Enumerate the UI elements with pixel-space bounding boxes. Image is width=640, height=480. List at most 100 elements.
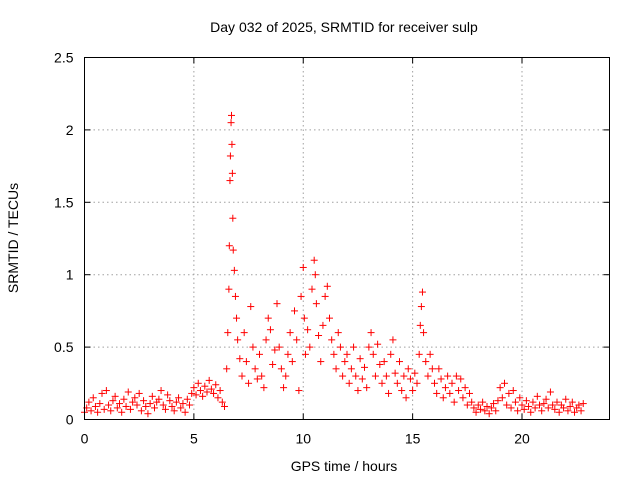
x-tick-label: 20: [514, 431, 530, 447]
data-point: [205, 376, 213, 384]
data-point: [301, 350, 309, 358]
points-layer: [81, 111, 587, 418]
data-point: [245, 379, 253, 387]
data-point: [253, 375, 261, 383]
data-point: [299, 263, 307, 271]
data-point: [387, 350, 395, 358]
data-point: [188, 389, 196, 397]
data-point: [231, 292, 239, 300]
data-point: [210, 389, 218, 397]
data-point: [311, 271, 319, 279]
data-point: [555, 408, 563, 416]
data-point: [234, 336, 242, 344]
data-point: [391, 369, 399, 377]
data-point: [144, 410, 152, 418]
data-point: [230, 266, 238, 274]
data-point: [323, 282, 331, 290]
grid-layer: [84, 57, 610, 420]
data-point: [380, 358, 388, 366]
data-point: [269, 360, 277, 368]
data-point: [350, 343, 358, 351]
data-point: [321, 292, 329, 300]
data-point: [332, 365, 340, 373]
data-point: [146, 400, 154, 408]
data-point: [420, 329, 428, 337]
data-point: [192, 391, 200, 399]
data-point: [126, 405, 134, 413]
data-point: [300, 314, 308, 322]
data-point: [223, 365, 231, 373]
data-point: [426, 350, 434, 358]
data-point: [485, 410, 493, 418]
data-point: [233, 314, 241, 322]
data-point: [256, 350, 263, 358]
data-point: [157, 387, 165, 395]
data-point: [540, 400, 548, 408]
data-point: [431, 379, 438, 387]
data-point: [116, 400, 123, 408]
data-point: [413, 379, 421, 387]
data-point: [142, 402, 150, 410]
x-tick-label: 0: [81, 431, 89, 447]
data-point: [109, 397, 117, 405]
data-point: [509, 387, 517, 395]
chart-title: Day 032 of 2025, SRMTID for receiver sul…: [210, 19, 478, 35]
data-point: [542, 395, 550, 403]
data-point: [262, 336, 270, 344]
data-point: [226, 152, 234, 160]
data-point: [341, 358, 349, 366]
data-point: [94, 408, 102, 416]
data-point: [328, 336, 336, 344]
data-point: [170, 407, 178, 415]
data-point: [374, 340, 382, 348]
data-point: [87, 407, 95, 415]
data-point: [571, 408, 578, 416]
data-point: [271, 346, 279, 354]
data-point: [183, 395, 191, 403]
data-point: [247, 303, 255, 311]
x-tick-label: 15: [405, 431, 421, 447]
data-point: [242, 358, 250, 366]
data-point: [402, 394, 410, 402]
data-point: [102, 387, 110, 395]
data-point: [225, 242, 233, 250]
data-point: [367, 329, 375, 337]
data-point: [336, 343, 344, 351]
data-point: [435, 365, 443, 373]
data-point: [319, 321, 327, 329]
data-point: [224, 329, 232, 337]
data-point: [487, 404, 495, 412]
data-point: [352, 372, 360, 380]
data-point: [568, 398, 576, 406]
data-point: [258, 372, 266, 380]
data-point: [179, 400, 187, 408]
data-point: [190, 384, 198, 392]
data-point: [516, 394, 524, 402]
data-point: [85, 398, 93, 406]
data-point: [129, 398, 137, 406]
data-point: [196, 387, 204, 395]
data-point: [175, 394, 183, 402]
data-point: [536, 401, 543, 409]
data-point: [452, 372, 460, 380]
data-point: [266, 326, 274, 334]
data-point: [228, 169, 236, 177]
data-point: [411, 369, 419, 377]
data-point: [308, 285, 316, 293]
data-point: [437, 375, 445, 383]
data-point: [100, 405, 108, 413]
y-axis-title: SRMTID / TECUs: [5, 183, 21, 293]
data-point: [494, 397, 502, 405]
data-point: [472, 408, 480, 416]
data-point: [201, 382, 209, 390]
x-tick-label: 5: [190, 431, 198, 447]
data-point: [113, 404, 121, 412]
data-point: [433, 389, 441, 397]
data-point: [293, 336, 301, 344]
tick-layer: [84, 57, 610, 420]
data-point: [461, 384, 469, 392]
data-point: [317, 358, 325, 366]
data-point: [339, 372, 347, 380]
